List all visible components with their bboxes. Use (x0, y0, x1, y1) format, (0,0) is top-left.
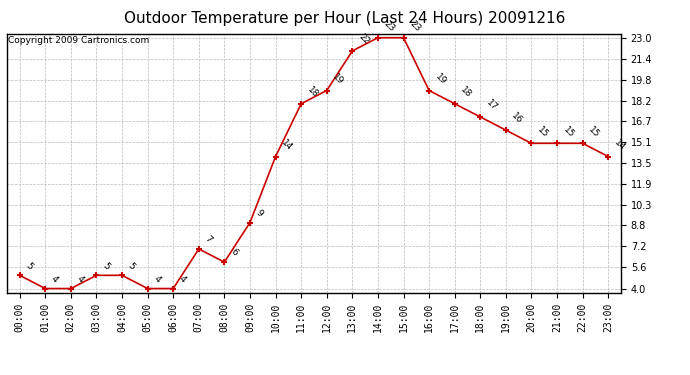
Text: 16: 16 (510, 111, 524, 126)
Text: 18: 18 (459, 85, 473, 99)
Text: 4: 4 (152, 274, 162, 284)
Text: Outdoor Temperature per Hour (Last 24 Hours) 20091216: Outdoor Temperature per Hour (Last 24 Ho… (124, 11, 566, 26)
Text: 5: 5 (24, 261, 34, 271)
Text: 15: 15 (535, 124, 550, 139)
Text: 7: 7 (203, 234, 213, 245)
Text: 4: 4 (75, 274, 86, 284)
Text: 5: 5 (101, 261, 111, 271)
Text: 4: 4 (50, 274, 60, 284)
Text: 19: 19 (331, 72, 346, 86)
Text: 23: 23 (382, 19, 397, 33)
Text: 17: 17 (484, 98, 499, 113)
Text: 4: 4 (177, 274, 188, 284)
Text: 15: 15 (586, 124, 601, 139)
Text: 9: 9 (254, 208, 264, 218)
Text: 23: 23 (408, 19, 422, 33)
Text: 14: 14 (279, 138, 294, 152)
Text: 22: 22 (357, 32, 371, 47)
Text: 19: 19 (433, 72, 448, 86)
Text: 14: 14 (612, 138, 627, 152)
Text: 18: 18 (305, 85, 320, 99)
Text: 6: 6 (228, 248, 239, 258)
Text: 5: 5 (126, 261, 137, 271)
Text: 15: 15 (561, 124, 575, 139)
Text: Copyright 2009 Cartronics.com: Copyright 2009 Cartronics.com (8, 36, 149, 45)
